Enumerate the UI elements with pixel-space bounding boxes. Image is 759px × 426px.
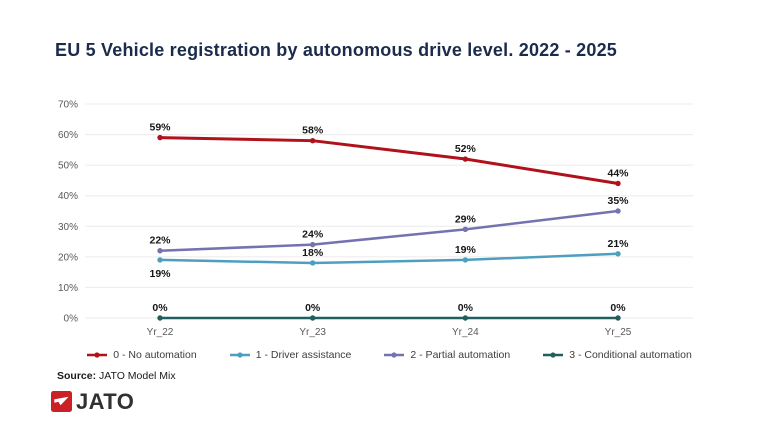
data-point-label: 18% (302, 247, 324, 259)
series-line (158, 252, 620, 265)
legend-label: 2 - Partial automation (410, 349, 511, 361)
source-note: Source: JATO Model Mix (57, 370, 176, 382)
legend-line-marker-icon (543, 352, 564, 358)
data-point-label: 0% (305, 302, 321, 314)
jato-logo: JATO (51, 389, 135, 414)
y-axis-tick-label: 70% (58, 100, 78, 111)
legend-label: 1 - Driver assistance (255, 349, 352, 361)
data-point-marker (309, 315, 316, 321)
legend-label: 3 - Conditional automation (569, 349, 692, 361)
data-point-label: 19% (455, 244, 477, 256)
data-point-label: 52% (455, 143, 477, 155)
data-point-marker (309, 260, 316, 266)
data-point-marker (615, 251, 621, 257)
data-point-label: 24% (302, 229, 324, 241)
legend-item: 2 - Partial automation (383, 349, 510, 361)
y-axis-tick-label: 60% (58, 130, 78, 141)
x-axis-tick-label: Yr_25 (605, 327, 632, 338)
legend-line-marker-icon (384, 352, 405, 358)
series-line (158, 136, 620, 185)
data-point-label: 0% (610, 302, 626, 314)
y-axis-tick-label: 20% (58, 252, 78, 263)
y-axis-tick-label: 0% (64, 314, 79, 325)
data-point-marker (462, 156, 469, 162)
source-label: Source: (57, 370, 97, 382)
data-point-marker (615, 315, 621, 321)
data-point-marker (157, 248, 163, 254)
x-axis-tick-label: Yr_24 (452, 327, 479, 338)
chart-legend: 0 - No automation 1 - Driver assistance 2 … (30, 349, 748, 361)
y-axis-tick-label: 50% (58, 161, 78, 172)
data-point-marker (157, 257, 163, 263)
y-axis-tick-label: 10% (58, 283, 78, 294)
x-axis-tick-label: Yr_22 (147, 327, 174, 338)
data-point-label: 21% (607, 238, 629, 250)
jato-dart-icon (51, 391, 72, 412)
legend-line-marker-icon (87, 352, 108, 358)
legend-line-marker-icon (229, 352, 250, 358)
data-point-label: 22% (149, 235, 171, 247)
data-point-label: 29% (455, 213, 477, 225)
data-point-marker (462, 226, 469, 233)
data-point-label: 58% (302, 125, 324, 137)
data-point-label: 0% (458, 302, 474, 314)
data-point-label: 0% (152, 302, 168, 314)
series-line (158, 209, 620, 252)
legend-item: 0 - No automation (86, 349, 197, 361)
data-point-label: 35% (607, 195, 629, 207)
data-point-marker (157, 315, 163, 321)
data-point-marker (309, 137, 316, 144)
data-point-label: 59% (149, 122, 171, 134)
line-chart: 0% 10% 20% 30% 40% 50% 60% 70% Yr_22 Yr_23 Yr_24 Yr… (58, 100, 693, 338)
legend-label: 0 - No automation (113, 349, 197, 361)
data-point-label: 19% (149, 268, 171, 280)
data-point-marker (309, 241, 316, 248)
y-axis-tick-label: 30% (58, 222, 78, 233)
legend-item: 1 - Driver assistance (229, 349, 352, 361)
y-axis-tick-label: 40% (58, 191, 78, 202)
jato-logo-text: JATO (76, 389, 135, 414)
data-point-marker (462, 257, 469, 263)
data-point-marker (615, 208, 621, 214)
source-text: JATO Model Mix (96, 370, 176, 382)
data-point-marker (615, 180, 621, 187)
data-point-marker (462, 315, 469, 321)
x-axis-tick-label: Yr_23 (299, 327, 326, 338)
legend-item: 3 - Conditional automation (542, 349, 692, 361)
data-point-label: 44% (607, 167, 629, 179)
data-point-marker (157, 134, 163, 141)
page-title: EU 5 Vehicle registration by autonomous … (55, 40, 618, 60)
